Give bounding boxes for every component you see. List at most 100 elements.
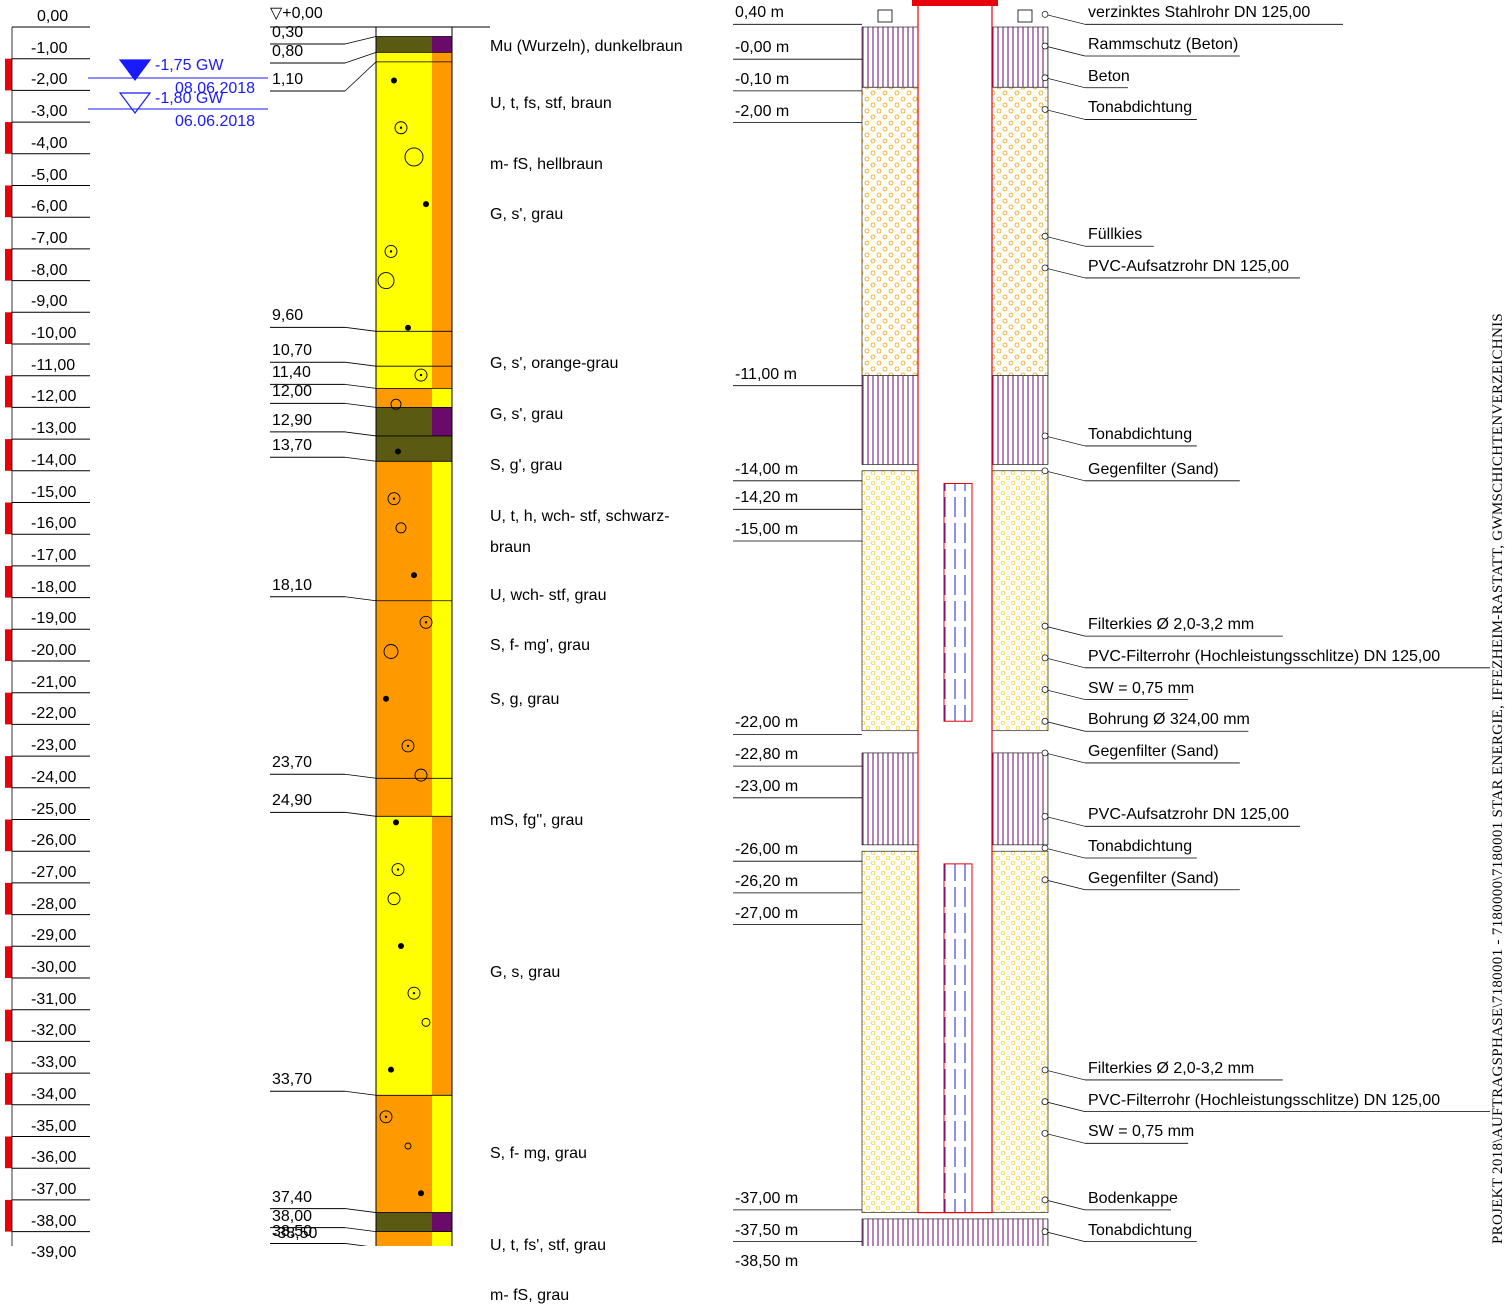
- scale-label: -4,00: [31, 134, 68, 152]
- well-annotation-leader: [1044, 720, 1086, 732]
- soil-layer-stripe: [432, 388, 452, 408]
- grain-symbol: [398, 942, 404, 949]
- soil-layer-stripe: [432, 461, 452, 601]
- scale-label: -6,00: [31, 198, 68, 216]
- scale-label: -8,00: [31, 261, 68, 279]
- profile-depth-leader: [344, 596, 377, 602]
- profile-depth-leader: [344, 456, 377, 462]
- well-annotation-pin: [1041, 432, 1049, 440]
- well-depth-label: -22,00 m: [735, 714, 799, 732]
- well-annotation-leader: [1044, 625, 1086, 637]
- scale-red-segment: [5, 1136, 12, 1169]
- soil-description: S, g, grau: [490, 691, 560, 709]
- profile-depth-label: 18,10: [272, 576, 313, 594]
- grain-symbol: [387, 892, 401, 906]
- profile-depth-leader: [344, 1227, 377, 1232]
- well-annotation: Tonabdichtung: [1088, 1221, 1193, 1239]
- profile-depth-leader: [344, 36, 377, 45]
- well-annotation-pin: [1041, 844, 1049, 852]
- grain-symbol: [414, 768, 428, 782]
- well-annotation-leader: [1044, 1101, 1086, 1112]
- well-annotation: verzinktes Stahlrohr DN 125,00: [1088, 4, 1311, 22]
- well-annotation: Gegenfilter (Sand): [1088, 742, 1219, 760]
- borehole-log-drawing: 0,00 -1,00 -2,00 -3,00 -4,00 -5,00 -6,00 -7,00 -…: [5, 0, 1506, 1304]
- well-annotation: Tonabdichtung: [1088, 838, 1193, 856]
- well-annotation: Füllkies: [1088, 226, 1143, 244]
- grain-symbol: [395, 522, 407, 534]
- soil-layer-stripe: [432, 1231, 452, 1246]
- soil-description: m- fS, hellbraun: [490, 155, 603, 173]
- grain-symbol: [419, 373, 423, 377]
- grain-symbol: [401, 739, 415, 753]
- grain-symbol: [414, 368, 428, 382]
- grain-symbol: [389, 250, 393, 253]
- scale-red-segment: [5, 756, 12, 788]
- well-annotation-leader: [1044, 235, 1086, 247]
- well-annotation-pin: [1041, 686, 1049, 693]
- well-depth-label: -0,00 m: [735, 39, 790, 57]
- groundwater-level: -1,75 GW: [155, 57, 224, 74]
- profile-depth-leader: [344, 1208, 377, 1213]
- well-annotation-leader: [1044, 435, 1086, 447]
- well-depth-label: -37,00 m: [735, 1189, 799, 1207]
- scale-red-segment: [5, 58, 12, 91]
- scale-label: -14,00: [31, 451, 77, 469]
- grain-symbol: [421, 1017, 431, 1027]
- grain-symbol: [391, 863, 405, 876]
- soil-layer-stripe: [432, 407, 452, 436]
- scale-red-segment: [5, 946, 12, 978]
- grain-symbol: [411, 572, 417, 579]
- soil-description: U, wch- stf, grau: [490, 586, 607, 604]
- well-depth-label: -14,00 m: [735, 460, 799, 478]
- grain-symbol: [393, 819, 399, 826]
- scale-label: -5,00: [31, 166, 68, 184]
- well-annotation-leader: [1044, 657, 1086, 669]
- well-annotation-leader: [1044, 267, 1086, 279]
- drawing-canvas: [5, 0, 1490, 1246]
- profile-depth-label: 38,00: [272, 1207, 313, 1225]
- scale-red-segment: [5, 248, 12, 281]
- scale-red-segment: [5, 1009, 12, 1042]
- scale-label: -34,00: [31, 1085, 77, 1103]
- grain-symbol: [418, 1190, 424, 1197]
- scale-label: -1,00: [31, 39, 68, 57]
- well-depth-label: -15,00 m: [735, 521, 799, 539]
- profile-depth-label: 0,30: [272, 24, 304, 41]
- scale-label: -38,00: [31, 1212, 77, 1230]
- grain-symbol: [404, 147, 424, 167]
- well-annotation-pin: [1041, 467, 1049, 475]
- scale-label: -25,00: [31, 800, 77, 818]
- well-annotation-pin: [1041, 10, 1049, 18]
- soil-layer-stripe: [432, 1095, 452, 1213]
- well-depth-label: -0,10 m: [735, 70, 790, 88]
- well-annotation: PVC-Aufsatzrohr DN 125,00: [1088, 257, 1289, 275]
- well-annotation-leader: [1044, 1069, 1086, 1081]
- well-annotation-leader: [1044, 45, 1086, 57]
- scale-label: -13,00: [31, 420, 77, 438]
- scale-label: -39,00: [31, 1244, 77, 1262]
- well-depth-label: 0,40 m: [735, 4, 784, 22]
- profile-depth-leader: [344, 51, 377, 64]
- profile-depth-label: 10,70: [272, 342, 313, 360]
- grain-symbol: [405, 324, 411, 331]
- profile-depth-leader: [344, 773, 377, 779]
- scale-label: -19,00: [31, 610, 77, 628]
- well-annotation-leader: [1044, 77, 1086, 89]
- scale-label: -12,00: [31, 388, 77, 406]
- well-annotation: Filterkies Ø 2,0-3,2 mm: [1088, 1059, 1255, 1077]
- soil-layer: [376, 52, 452, 62]
- soil-description: S, f- mg, grau: [490, 1144, 587, 1162]
- grain-symbol: [384, 244, 398, 258]
- profile-depth-label: 12,90: [272, 411, 313, 429]
- grain-symbol: [412, 991, 416, 995]
- well-depth-label: -37,50 m: [735, 1221, 799, 1239]
- groundwater-date: 08.06.2018: [175, 80, 256, 97]
- grain-symbol: [391, 77, 397, 84]
- well-annotation-leader: [1044, 470, 1086, 482]
- well-annotation: Gegenfilter (Sand): [1088, 869, 1219, 887]
- sidebar-path-text: PROJEKT 2018\AUFTRAGSPHASE\7180001 - 718…: [1490, 312, 1506, 1244]
- well-annotation-leader: [1044, 847, 1086, 859]
- profile-depth-leader: [344, 61, 377, 92]
- profile-depth-label: 37,40: [272, 1188, 313, 1206]
- well-annotation-pin: [1041, 717, 1049, 725]
